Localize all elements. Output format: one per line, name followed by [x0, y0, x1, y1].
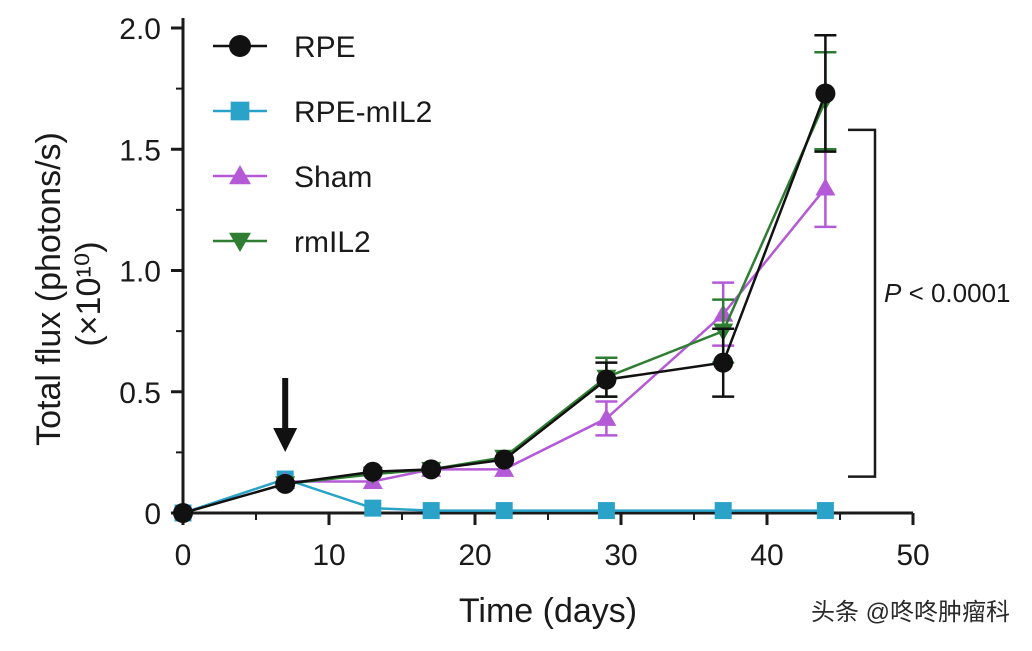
legend-entry: RPE: [213, 31, 356, 64]
data-point: [713, 352, 734, 373]
data-point: [422, 502, 440, 520]
data-point: [815, 178, 836, 196]
y-axis-title-line2: (×10¹⁰): [70, 241, 108, 346]
series-sham: [275, 148, 837, 489]
annotations: P < 0.0001: [273, 128, 1011, 478]
data-point: [596, 369, 617, 390]
series-line: [182, 477, 826, 515]
legend-label: RPE: [294, 31, 356, 64]
data-point: [714, 502, 732, 520]
y-tick-label: 1.5: [119, 134, 161, 167]
x-tick-label: 30: [604, 539, 637, 572]
x-tick-label: 0: [175, 539, 192, 572]
legend-marker: [229, 35, 251, 57]
data-point: [362, 461, 383, 482]
x-tick-label: 50: [896, 539, 929, 572]
arrow-head: [273, 428, 298, 452]
legend-entry: rmIL2: [213, 226, 371, 259]
axes: 0 0.5 1.0 1.5 2.0 0 10 20 30 40 50: [119, 13, 929, 572]
data-point: [275, 473, 296, 494]
legend-label: rmIL2: [294, 226, 371, 259]
series-line: [182, 93, 827, 515]
data-point: [421, 459, 442, 480]
p-symbol: P: [884, 278, 902, 308]
data-point: [596, 408, 617, 426]
y-tick-label: 2.0: [119, 13, 161, 46]
significance-bracket: [848, 128, 877, 478]
legend-entry: RPE-mIL2: [213, 96, 432, 129]
p-value: < 0.0001: [901, 278, 1010, 308]
x-tick-label: 40: [750, 539, 783, 572]
watermark: 头条 @咚咚肿瘤科: [811, 599, 1010, 626]
data-point: [816, 502, 834, 520]
y-tick-label: 0.5: [119, 377, 161, 410]
plot-area: [173, 34, 837, 523]
legend-label: RPE-mIL2: [294, 96, 432, 129]
data-point: [815, 83, 836, 104]
legend: RPE RPE-mIL2 Sham rmIL2: [213, 31, 432, 259]
x-tick-label: 10: [312, 539, 345, 572]
legend-marker: [229, 165, 251, 185]
data-point: [364, 499, 382, 517]
data-point: [495, 502, 513, 520]
legend-marker: [229, 232, 251, 252]
legend-marker: [230, 101, 250, 121]
legend-entry: Sham: [213, 161, 372, 194]
series-rpe: [173, 34, 837, 523]
y-axis-title-line1: Total flux (photons/s): [30, 132, 68, 446]
data-point: [173, 503, 193, 523]
y-tick-label: 1.0: [119, 256, 161, 289]
data-point: [494, 449, 515, 470]
y-tick-label: 0: [144, 498, 161, 531]
legend-label: Sham: [294, 161, 372, 194]
data-point: [597, 502, 615, 520]
series-line: [285, 100, 827, 486]
x-tick-label: 20: [458, 539, 491, 572]
y-axis-title: Total flux (photons/s) (×10¹⁰): [30, 132, 108, 446]
x-axis-title: Time (days): [459, 592, 637, 630]
significance-label: P < 0.0001: [884, 278, 1011, 308]
